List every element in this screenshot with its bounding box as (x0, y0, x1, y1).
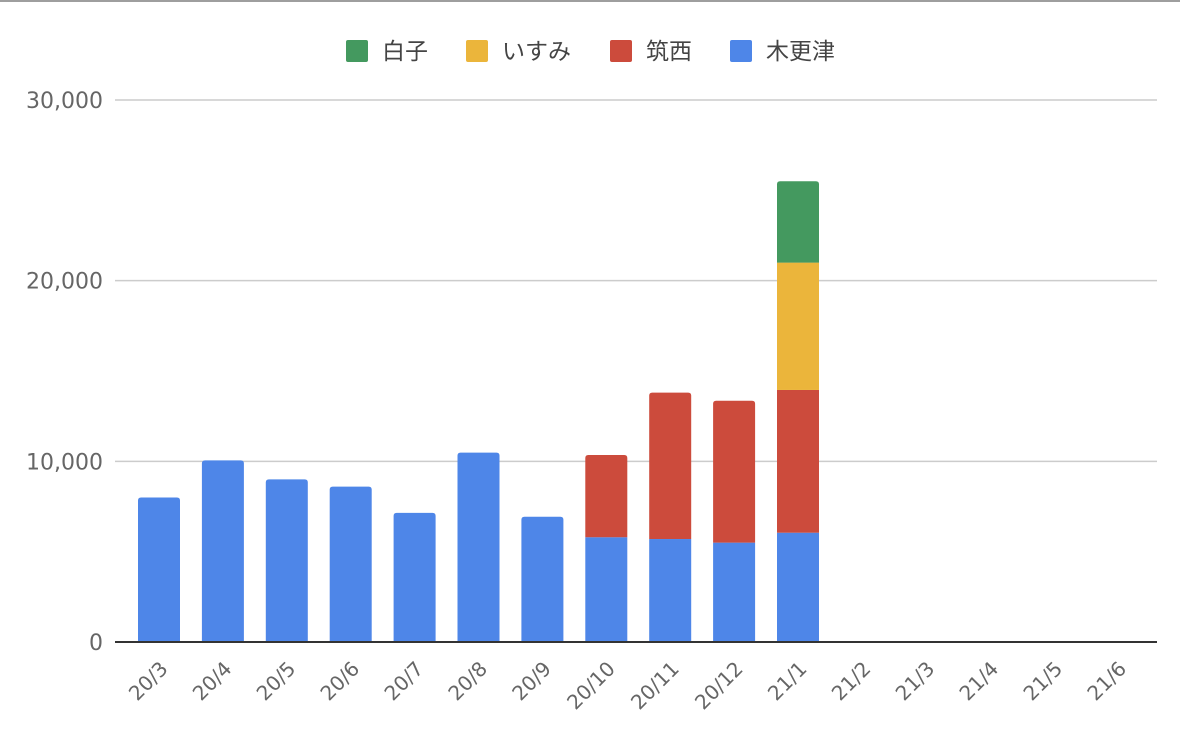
legend-label: 木更津 (766, 39, 835, 65)
x-tick-label: 20/11 (626, 657, 684, 715)
legend-swatch (610, 40, 632, 62)
x-tick-label: 20/3 (124, 657, 173, 706)
x-tick-label: 20/5 (252, 657, 301, 706)
x-tick-label: 21/1 (763, 657, 812, 706)
bar-segment (649, 539, 692, 642)
x-tick-label: 20/4 (188, 657, 237, 706)
bar-segment (777, 181, 819, 263)
legend-label: いすみ (502, 39, 571, 65)
bar-segment (585, 455, 628, 538)
x-tick-label: 21/4 (955, 657, 1004, 706)
bar-segment (329, 486, 372, 642)
bar-segment (457, 452, 500, 642)
x-tick-label: 21/5 (1018, 657, 1067, 706)
bar-segment (777, 389, 819, 533)
y-tick-label: 0 (89, 631, 103, 656)
bar-segment (521, 516, 564, 642)
bar-segment (649, 392, 692, 540)
bar-segment (777, 262, 819, 390)
legend-swatch (346, 40, 368, 62)
bar-segment (713, 400, 756, 543)
x-tick-label: 20/6 (316, 657, 365, 706)
bar-segment (713, 542, 756, 642)
bar-segment (585, 537, 628, 642)
x-tick-label: 20/10 (562, 657, 620, 715)
x-tick-label: 21/2 (827, 657, 876, 706)
x-tick-label: 20/12 (690, 657, 748, 715)
y-tick-label: 10,000 (26, 450, 103, 475)
legend-label: 筑西 (646, 39, 692, 65)
bar-segment (201, 460, 244, 642)
x-tick-label: 21/6 (1082, 657, 1131, 706)
y-tick-label: 30,000 (26, 89, 103, 114)
y-tick-label: 20,000 (26, 270, 103, 295)
bar-segment (777, 532, 819, 642)
x-tick-label: 21/3 (891, 657, 940, 706)
x-tick-label: 20/9 (507, 657, 556, 706)
bar-segment (265, 479, 308, 642)
legend-swatch (730, 40, 752, 62)
x-tick-label: 20/8 (443, 657, 492, 706)
legend-label: 白子 (382, 39, 428, 65)
bar-segment (138, 497, 180, 642)
x-tick-label: 20/7 (379, 657, 428, 706)
legend-swatch (466, 40, 488, 62)
bar-segment (393, 512, 436, 642)
